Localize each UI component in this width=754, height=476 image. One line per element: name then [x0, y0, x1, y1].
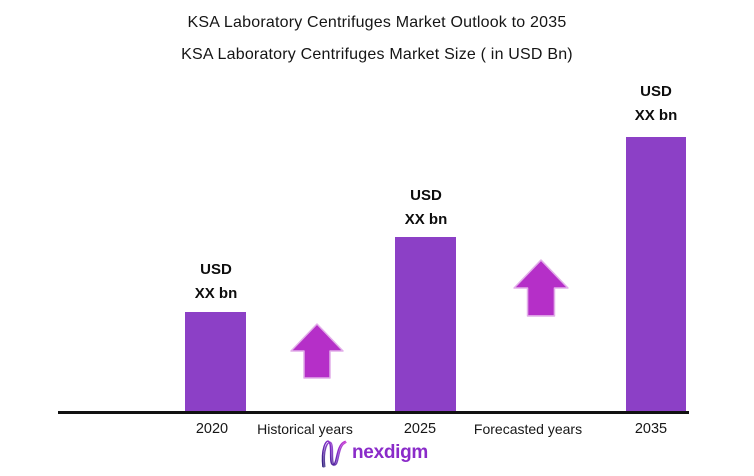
value-label-2020-line1: USD	[200, 261, 232, 278]
value-label-2025-line2: XX bn	[404, 211, 448, 228]
value-label-2035-line2: XX bn	[634, 107, 678, 124]
value-label-2025: USD XX bn	[381, 184, 471, 232]
period-label-forecasted: Forecasted years	[473, 421, 583, 437]
tick-label-2035: 2035	[634, 421, 668, 437]
value-label-2025-line1: USD	[410, 187, 442, 204]
bar-2025	[395, 237, 456, 411]
nexdigm-logo-text: nexdigm	[352, 442, 429, 463]
bar-2020	[185, 312, 246, 411]
nexdigm-logo: nexdigm	[320, 437, 428, 469]
bar-2035	[626, 137, 686, 411]
x-axis-line	[58, 411, 689, 414]
up-arrow-icon-forecasted	[513, 259, 569, 317]
tick-label-2025: 2025	[403, 421, 437, 437]
value-label-2035-line1: USD	[640, 83, 672, 100]
value-label-2020-line2: XX bn	[194, 285, 238, 302]
up-arrow-icon-historical	[290, 323, 344, 379]
tick-label-2020: 2020	[195, 421, 229, 437]
nexdigm-logo-icon	[321, 440, 347, 468]
chart-subtitle: KSA Laboratory Centrifuges Market Size (…	[181, 46, 573, 63]
chart-title: KSA Laboratory Centrifuges Market Outloo…	[187, 14, 567, 31]
value-label-2035: USD XX bn	[611, 80, 701, 128]
value-label-2020: USD XX bn	[171, 258, 261, 306]
period-label-historical: Historical years	[257, 421, 353, 437]
